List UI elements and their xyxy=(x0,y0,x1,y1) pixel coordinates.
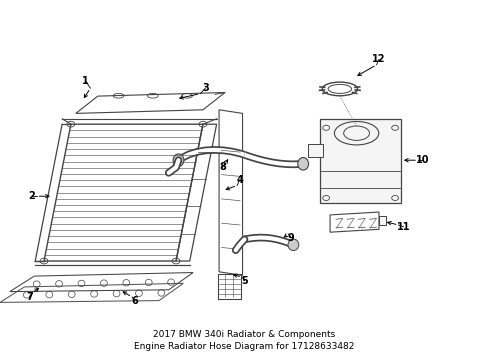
Ellipse shape xyxy=(287,239,298,251)
FancyBboxPatch shape xyxy=(307,144,322,157)
Text: 10: 10 xyxy=(415,155,429,165)
FancyBboxPatch shape xyxy=(378,216,386,225)
Text: 1: 1 xyxy=(82,76,89,86)
Text: 12: 12 xyxy=(371,54,385,64)
Text: 11: 11 xyxy=(396,222,409,232)
Text: 7: 7 xyxy=(26,292,33,302)
Ellipse shape xyxy=(173,154,183,166)
Text: 8: 8 xyxy=(219,162,225,172)
Text: 6: 6 xyxy=(131,296,138,306)
Text: 9: 9 xyxy=(287,233,294,243)
Text: 4: 4 xyxy=(236,175,243,185)
Text: 3: 3 xyxy=(202,83,208,93)
Text: 5: 5 xyxy=(241,276,247,286)
Text: 2: 2 xyxy=(28,191,35,201)
FancyBboxPatch shape xyxy=(320,119,400,203)
Text: 2017 BMW 340i Radiator & Components
Engine Radiator Hose Diagram for 17128633482: 2017 BMW 340i Radiator & Components Engi… xyxy=(134,330,354,351)
Ellipse shape xyxy=(297,157,308,170)
